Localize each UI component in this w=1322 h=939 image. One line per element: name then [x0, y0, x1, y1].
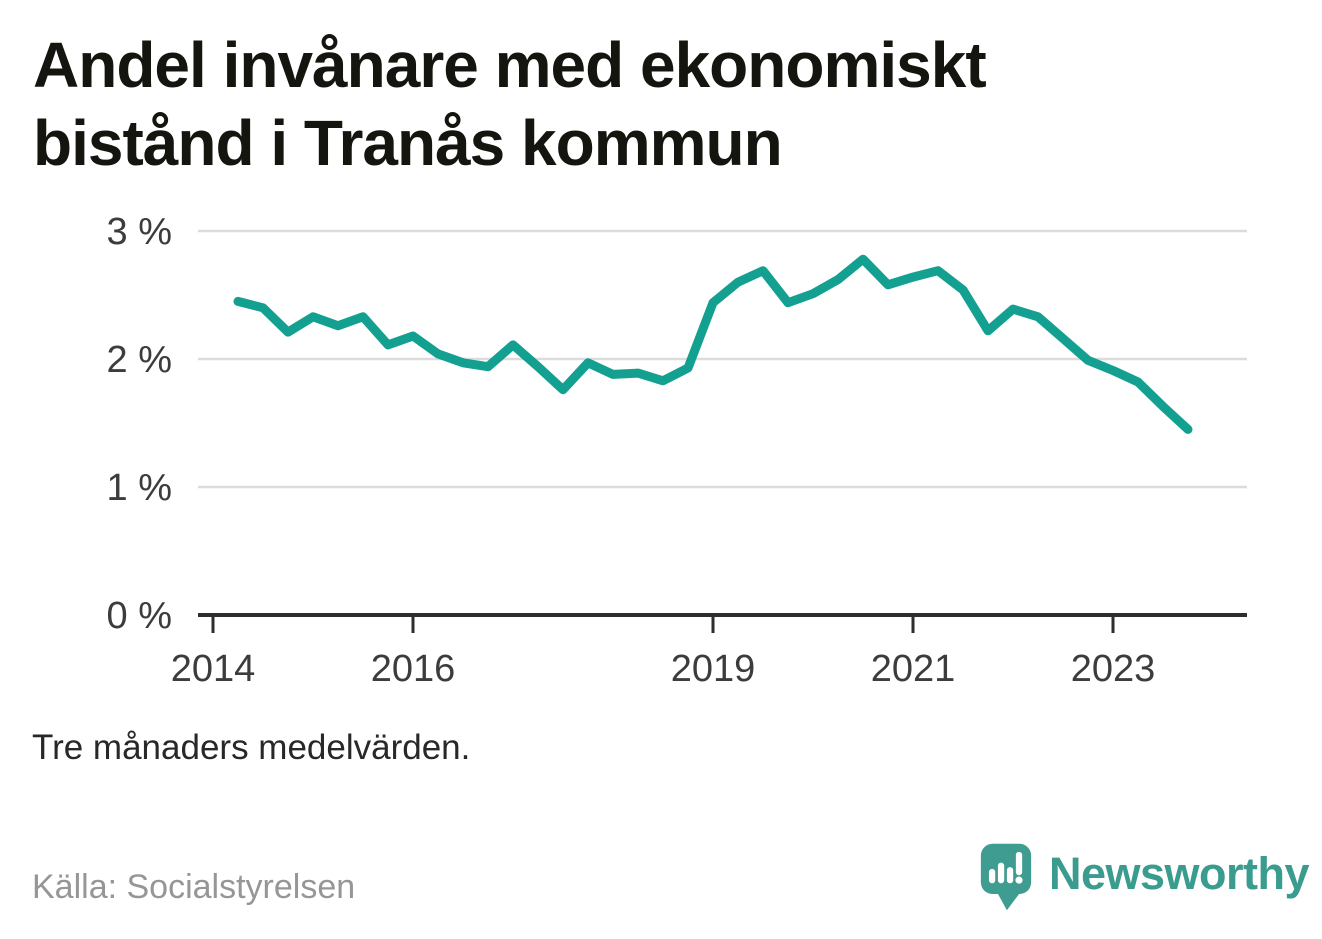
chart-title: Andel invånare med ekonomiskt bistånd i T… [33, 26, 987, 182]
x-tick-label-2023: 2023 [1071, 648, 1156, 690]
newsworthy-logo: Newsworthy [979, 842, 1310, 912]
newsworthy-pin-barchart-icon [980, 843, 1032, 911]
newsworthy-brand-text: Newsworthy [1049, 847, 1310, 899]
y-tick-label-2: 2 % [107, 339, 172, 381]
chart-title-line-2: bistånd i Tranås kommun [33, 107, 783, 179]
y-tick-label-3: 3 % [107, 211, 172, 253]
x-tick-label-2016: 2016 [371, 648, 456, 690]
data-line-tranas-kommun [233, 254, 1193, 434]
x-tick-label-2021: 2021 [871, 648, 956, 690]
y-tick-label-0: 0 % [107, 595, 172, 637]
y-tick-label-1: 1 % [107, 467, 172, 509]
x-tick-label-2019: 2019 [671, 648, 756, 690]
source-attribution: Källa: Socialstyrelsen [32, 868, 356, 906]
chart-footnote: Tre månaders medelvärden. [32, 728, 471, 767]
chart-title-line-1: Andel invånare med ekonomiskt [33, 29, 987, 101]
x-tick-label-2014: 2014 [171, 648, 256, 690]
